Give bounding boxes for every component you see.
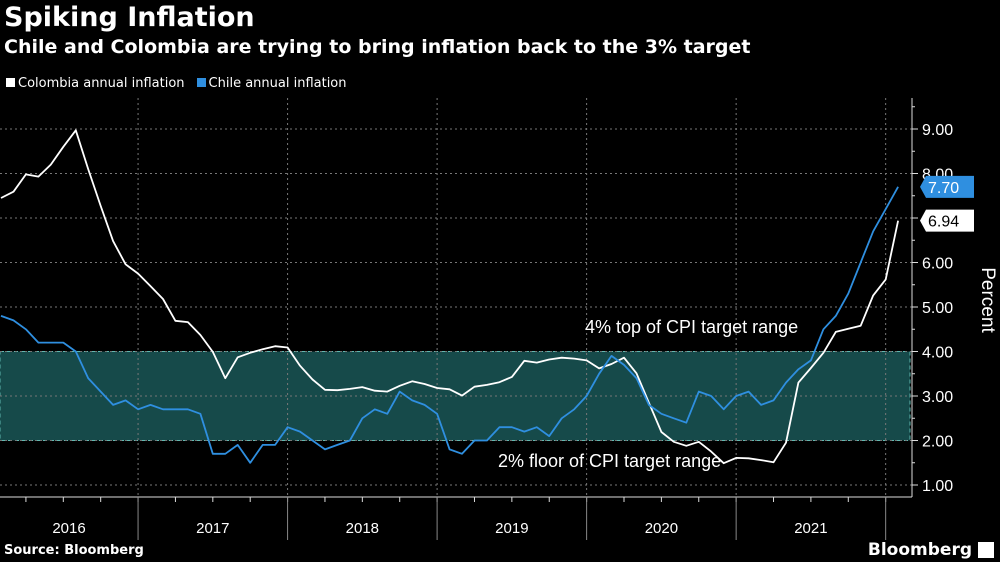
legend-swatch-icon — [196, 78, 206, 87]
legend-label: Colombia annual inflation — [18, 76, 185, 91]
chart-title: Spiking Inflation — [4, 2, 255, 33]
legend: Colombia annual inflation Chile annual i… — [6, 76, 347, 91]
y-tick-label: 6.00 — [922, 256, 953, 273]
y-tick-label: 4.00 — [922, 345, 953, 362]
x-tick-label: 2018 — [346, 520, 379, 537]
legend-swatch-icon — [6, 78, 15, 87]
y-tick-label: 2.00 — [922, 434, 953, 451]
legend-item-chile: Chile annual inflation — [196, 76, 347, 91]
x-tick-label: 2019 — [495, 520, 528, 537]
x-tick-label: 2021 — [794, 520, 827, 537]
last-value-label: 6.94 — [928, 214, 959, 231]
x-tick-label: 2016 — [52, 520, 85, 537]
last-value-box — [920, 209, 974, 232]
chart-subtitle: Chile and Colombia are trying to bring i… — [4, 36, 751, 58]
y-tick-label: 5.00 — [922, 300, 953, 317]
y-tick-label: 9.00 — [922, 122, 953, 139]
y-axis-label: Percent — [977, 267, 998, 333]
annotation-top: 4% top of CPI target range — [585, 317, 798, 337]
source-note: Source: Bloomberg — [4, 543, 144, 558]
bloomberg-logo-mark-icon — [978, 542, 994, 558]
y-tick-label: 1.00 — [922, 478, 953, 495]
legend-item-colombia: Colombia annual inflation — [6, 76, 185, 91]
legend-label: Chile annual inflation — [208, 76, 347, 91]
x-tick-label: 2020 — [645, 520, 678, 537]
bloomberg-logo: Bloomberg — [867, 540, 972, 560]
last-value-label: 7.70 — [928, 180, 959, 197]
last-value-box — [920, 175, 974, 198]
y-tick-label: 3.00 — [922, 389, 953, 406]
x-tick-label: 2017 — [196, 520, 229, 537]
annotation-floor: 2% floor of CPI target range — [498, 451, 721, 471]
